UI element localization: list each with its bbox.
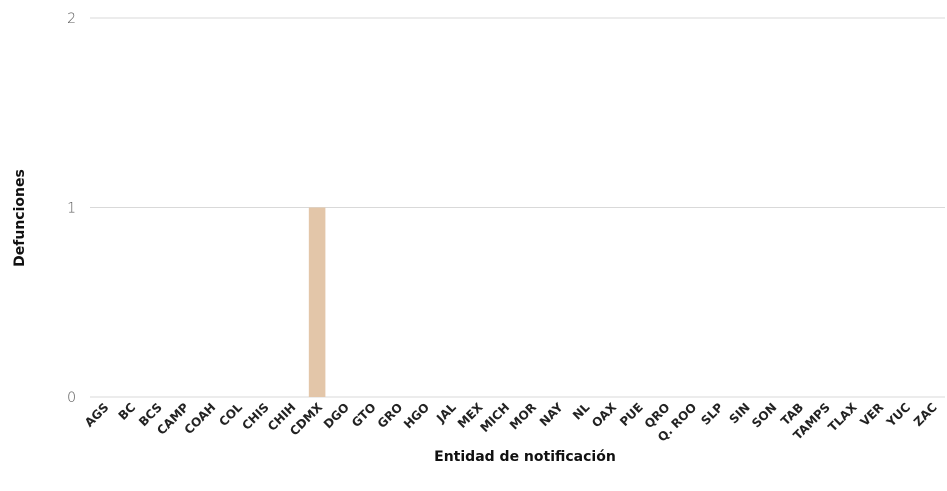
x-tick-label: SON — [749, 400, 779, 430]
bars — [308, 207, 326, 397]
x-axis-title: Entidad de notificación — [434, 449, 616, 465]
y-axis-ticks: 0 1 2 — [67, 11, 76, 406]
x-tick-label: AGS — [82, 400, 112, 430]
x-tick-label: OAX — [589, 400, 620, 431]
y-tick-label: 0 — [67, 390, 76, 406]
x-tick-label: MICH — [477, 400, 512, 435]
x-tick-label: VER — [858, 400, 887, 429]
x-tick-label: CHIS — [239, 400, 272, 433]
bar-cdmx — [308, 207, 326, 397]
x-tick-label: GRO — [375, 400, 406, 431]
x-tick-label: SIN — [726, 400, 752, 426]
x-tick-label: PUE — [617, 400, 646, 429]
x-tick-label: ZAC — [911, 400, 940, 429]
x-axis-ticks: AGS BCBCSCAMPCOAHCOLCHISCHIHCDMXDGOGTOGRO… — [82, 400, 940, 445]
x-tick-label: HGO — [401, 400, 432, 431]
y-axis-title: Defunciones — [12, 169, 28, 267]
y-tick-label: 2 — [67, 11, 76, 27]
x-tick-label: SLP — [698, 400, 726, 428]
y-tick-label: 1 — [67, 201, 76, 217]
x-tick-label: DGO — [321, 400, 352, 431]
x-tick-label: NAY — [537, 400, 566, 429]
x-tick-label: MOR — [507, 400, 539, 432]
x-tick-label: TLAX — [825, 400, 860, 435]
x-tick-label: GTO — [349, 400, 379, 430]
gridlines — [90, 17, 945, 398]
x-tick-label: YUC — [883, 400, 913, 430]
